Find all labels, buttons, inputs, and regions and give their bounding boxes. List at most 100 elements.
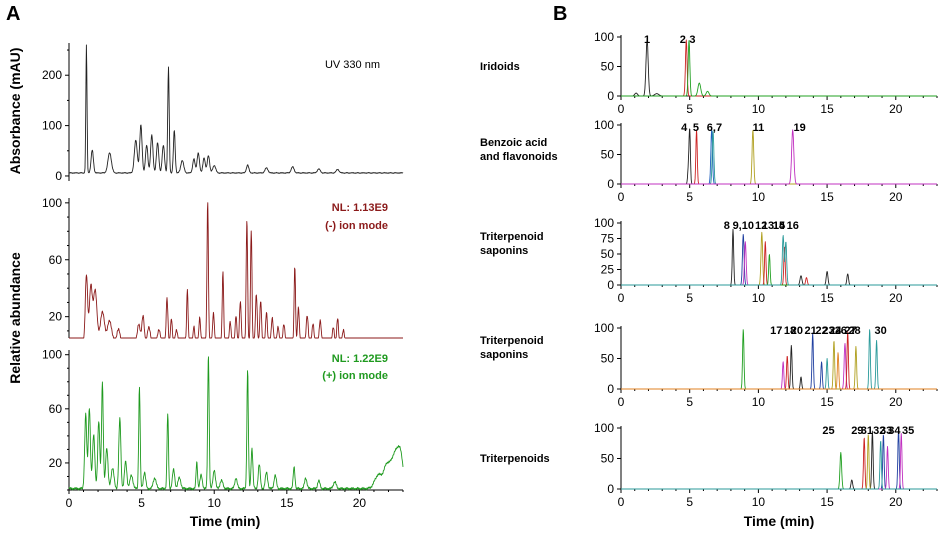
peak-label: 15 [773, 220, 785, 232]
peak-label: 3 [689, 34, 695, 46]
trace-series-1 [620, 451, 938, 490]
neg-mode-label: (-) ion mode [325, 220, 388, 232]
x-tick-label: 5 [686, 395, 693, 409]
group-iridoids-label: Iridoids [480, 61, 520, 73]
x-tick-label: 15 [820, 102, 834, 116]
chart-4: 0 50 100 0 5 10 15 20 1 2 3 [594, 30, 938, 116]
panel-b-time-label: Time (min) [744, 513, 815, 529]
trace-series-1 [620, 329, 938, 390]
trace-series-6 [620, 129, 938, 185]
y-tick-label: 100 [42, 196, 62, 210]
pos-mode-label: (+) ion mode [322, 370, 388, 382]
peak-label: 12 [755, 220, 767, 232]
trace-series-3 [620, 331, 938, 390]
y-tick-label: 100 [42, 119, 62, 133]
trace-series-2 [620, 129, 938, 185]
x-tick-label: 10 [752, 102, 766, 116]
x-tick-label: 10 [752, 495, 766, 509]
y-tick-label: 60 [49, 402, 63, 416]
trace-series-3 [620, 39, 938, 97]
group-benzoic-label-line2: and flavonoids [480, 151, 558, 163]
trace-series-2 [620, 39, 938, 97]
y-tick-label: 0 [607, 382, 614, 396]
y-tick-label: 100 [594, 118, 614, 132]
peak-label: 23 [822, 325, 834, 337]
absorbance-axis-label: Absorbance (mAU) [7, 48, 23, 175]
trace-series-4 [620, 231, 938, 286]
panel-a-time-label: Time (min) [190, 513, 261, 529]
peak-label: 1 [644, 34, 650, 46]
y-tick-label: 100 [42, 348, 62, 362]
peak-label: 6,7 [707, 122, 722, 134]
peak-label: 16 [787, 220, 799, 232]
trace-series-2 [620, 342, 938, 390]
peak-label: 19 [793, 122, 805, 134]
x-tick-label: 20 [889, 395, 903, 409]
panel-b-label: B [553, 3, 567, 25]
y-tick-label: 50 [601, 148, 615, 162]
x-tick-label: 0 [618, 190, 625, 204]
x-tick-label: 5 [686, 190, 693, 204]
trace-series-1 [620, 228, 938, 286]
peak-label: 2 [680, 34, 686, 46]
x-tick-label: 0 [618, 395, 625, 409]
x-tick-label: 15 [820, 190, 834, 204]
trace-series-4 [620, 434, 938, 490]
y-tick-label: 75 [601, 232, 615, 246]
x-tick-label: 20 [889, 291, 903, 305]
peak-label: 32 [873, 425, 885, 437]
trace-series-3 [620, 437, 938, 490]
x-tick-label: 20 [889, 190, 903, 204]
group-saponins-1-label-line1: Triterpenoid [480, 231, 544, 243]
neg-nl-label: NL: 1.13E9 [332, 202, 388, 214]
trace-series-1 [68, 356, 404, 491]
y-tick-label: 25 [601, 263, 615, 277]
peak-label: 17 [770, 325, 782, 337]
peak-label: 22 [815, 325, 827, 337]
x-tick-label: 15 [820, 395, 834, 409]
y-tick-label: 60 [49, 253, 63, 267]
y-tick-label: 20 [49, 456, 63, 470]
x-tick-label: 10 [208, 496, 222, 510]
y-tick-label: 0 [55, 169, 62, 183]
y-tick-label: 200 [42, 68, 62, 82]
x-tick-label: 5 [686, 291, 693, 305]
x-tick-label: 20 [889, 495, 903, 509]
trace-series-7 [620, 341, 938, 390]
trace-series-1 [620, 39, 938, 97]
y-tick-label: 0 [607, 482, 614, 496]
chart-3: 20 60 100 0 5 10 15 20 [42, 348, 404, 510]
x-tick-label: 0 [618, 102, 625, 116]
chart-1: 0 100 200 [42, 43, 404, 183]
y-tick-label: 100 [594, 30, 614, 44]
peak-label: 13 [762, 220, 774, 232]
trace-series-4 [620, 130, 938, 185]
peak-label: 28 [848, 325, 860, 337]
panel-a-label: A [6, 3, 20, 25]
peak-label: 14 [773, 220, 786, 232]
y-tick-label: 0 [607, 177, 614, 191]
y-tick-label: 100 [594, 321, 614, 335]
x-tick-label: 20 [889, 102, 903, 116]
peak-label: 26 [835, 325, 847, 337]
peak-label: 25 [822, 425, 834, 437]
trace-series-1 [68, 202, 404, 339]
peak-label: 20 [791, 325, 803, 337]
x-tick-label: 0 [618, 291, 625, 305]
group-saponins-2-label-line1: Triterpenoid [480, 335, 544, 347]
y-tick-label: 100 [594, 421, 614, 435]
group-benzoic-label-line1: Benzoic acid [480, 137, 547, 149]
relative-abundance-axis-label: Relative abundance [7, 252, 23, 384]
peak-label: 5 [693, 122, 699, 134]
group-triterpenoids-label: Triterpenoids [480, 453, 550, 465]
trace-series-7 [620, 440, 938, 490]
peak-label: 29 [851, 425, 863, 437]
trace-series-2 [620, 430, 938, 490]
trace-series-2 [620, 234, 938, 286]
trace-series-6 [620, 254, 938, 286]
peak-label: 18 [784, 325, 796, 337]
trace-series-7 [620, 235, 938, 286]
